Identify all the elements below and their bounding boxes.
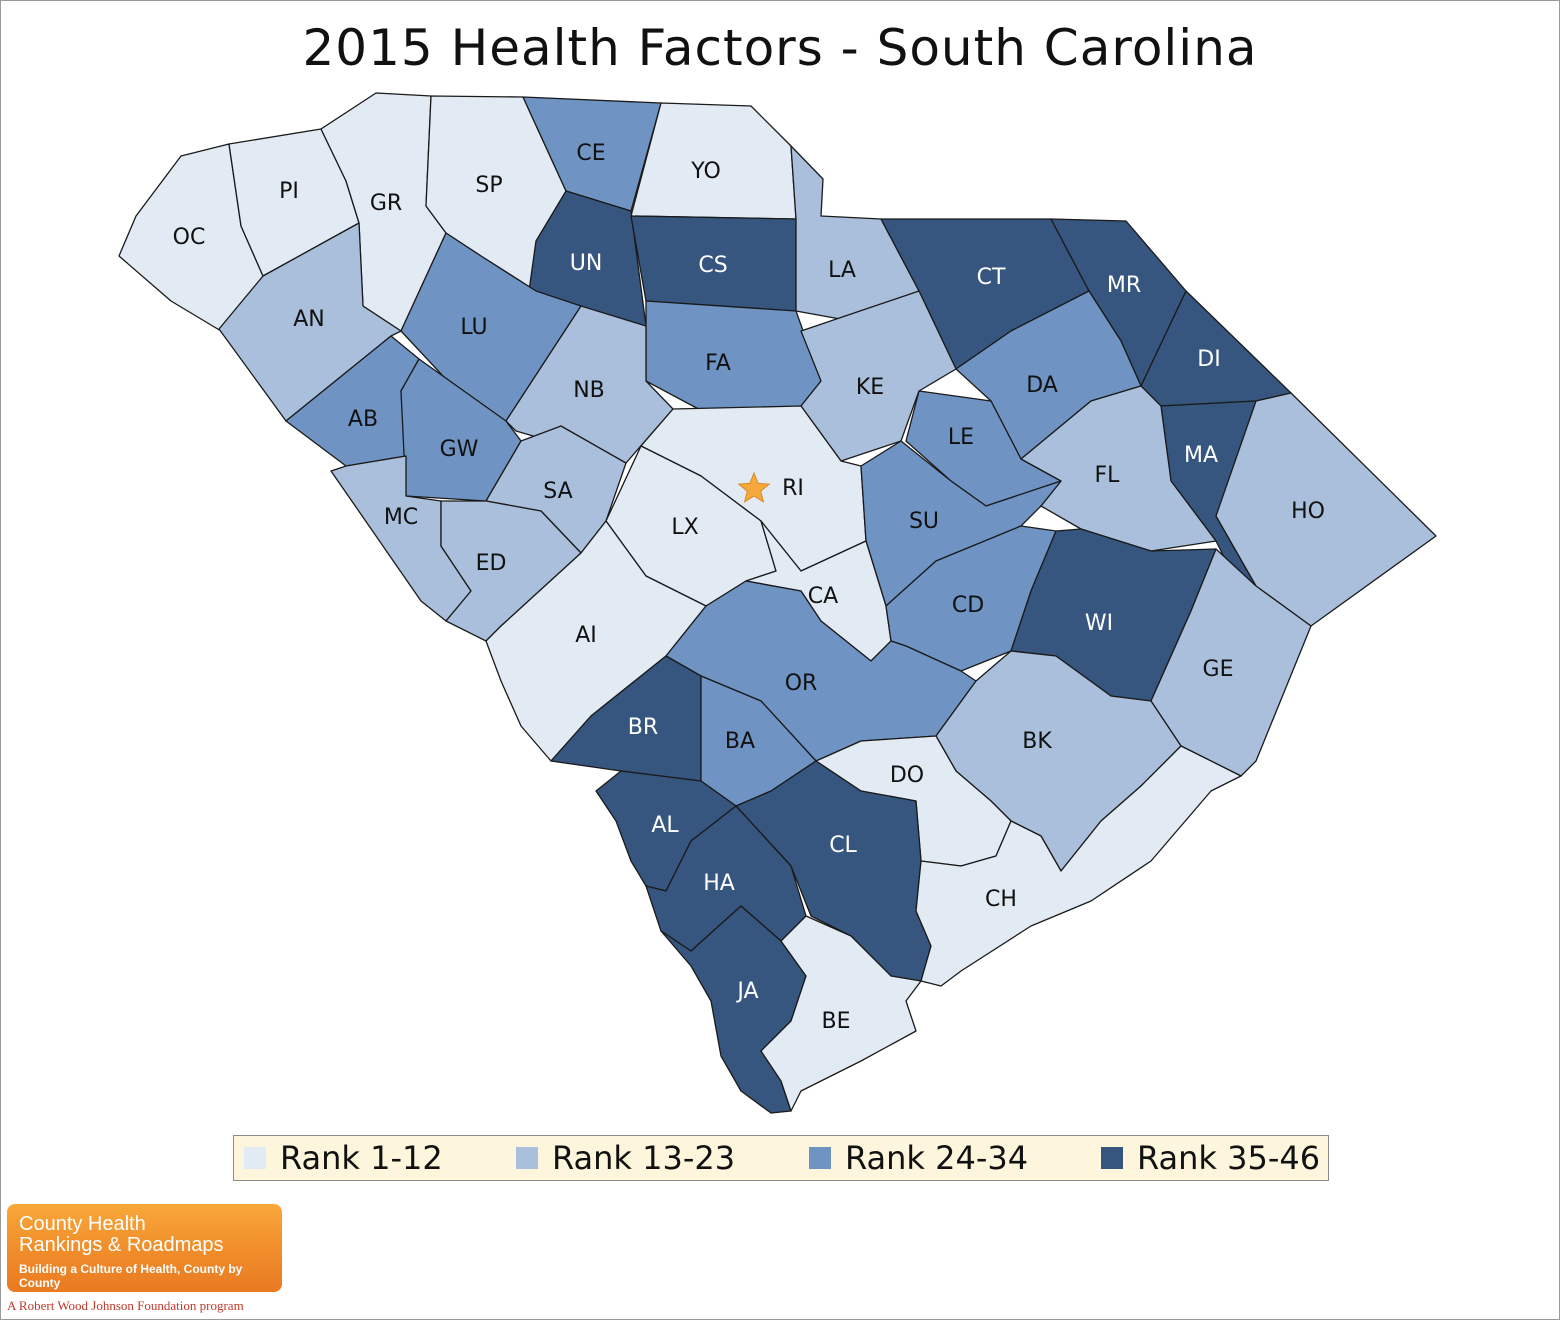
star-icon [737, 471, 771, 503]
county-label-ha: HA [703, 871, 735, 896]
county-label-cs: CS [698, 253, 727, 278]
county-label-al: AL [651, 813, 679, 838]
county-label-fl: FL [1095, 463, 1121, 488]
county-ch[interactable] [915, 745, 1242, 987]
county-label-ri: RI [782, 476, 804, 501]
county-label-ce: CE [576, 141, 605, 166]
county-label-gr: GR [370, 191, 402, 216]
county-label-ch: CH [985, 887, 1017, 912]
county-label-ed: ED [476, 551, 507, 576]
logo-tagline: Building a Culture of Health, County by … [19, 1262, 243, 1290]
legend-label: Rank 35-46 [1137, 1139, 1321, 1177]
legend-swatch [516, 1147, 538, 1169]
county-label-sa: SA [543, 479, 572, 504]
county-label-be: BE [822, 1009, 851, 1034]
county-label-or: OR [785, 671, 818, 696]
county-label-an: AN [293, 307, 325, 332]
county-label-do: DO [890, 763, 924, 788]
legend: Rank 1-12 Rank 13-23 Rank 24-34 Rank 35-… [233, 1135, 1329, 1181]
legend-label: Rank 13-23 [552, 1139, 736, 1177]
county-label-fa: FA [705, 351, 731, 376]
county-label-mr: MR [1107, 273, 1141, 298]
county-label-da: DA [1026, 373, 1058, 398]
county-label-ca: CA [808, 584, 838, 609]
legend-label: Rank 1-12 [280, 1139, 443, 1177]
county-label-mc: MC [384, 505, 418, 530]
county-label-yo: YO [690, 159, 721, 184]
county-label-cl: CL [829, 833, 857, 858]
county-label-gw: GW [440, 437, 479, 462]
county-label-wi: WI [1085, 611, 1113, 636]
legend-swatch [809, 1147, 831, 1169]
attribution-text: A Robert Wood Johnson Foundation program [7, 1298, 244, 1313]
county-label-cd: CD [952, 593, 984, 618]
county-be[interactable] [760, 915, 922, 1112]
legend-item-rank-24-34: Rank 24-34 [809, 1136, 1028, 1180]
county-label-ai: AI [575, 623, 597, 648]
legend-item-rank-1-12: Rank 1-12 [244, 1136, 443, 1180]
county-label-ct: CT [977, 265, 1006, 290]
legend-item-rank-35-46: Rank 35-46 [1101, 1136, 1320, 1180]
county-label-ab: AB [348, 407, 378, 432]
county-label-nb: NB [573, 378, 605, 403]
legend-swatch [1101, 1147, 1123, 1169]
county-label-oc: OC [173, 225, 206, 250]
county-label-ge: GE [1203, 657, 1234, 682]
county-label-lx: LX [671, 515, 698, 540]
legend-label: Rank 24-34 [845, 1139, 1029, 1177]
county-label-la: LA [828, 258, 856, 283]
map-title: 2015 Health Factors - South Carolina [302, 19, 1258, 77]
county-label-di: DI [1197, 347, 1220, 372]
county-label-su: SU [909, 509, 939, 534]
county-label-ma: MA [1184, 443, 1218, 468]
county-fa[interactable] [645, 300, 822, 422]
logo-line-1: County Health [19, 1213, 146, 1235]
county-label-le: LE [948, 425, 974, 450]
legend-swatch [244, 1147, 266, 1169]
county-label-un: UN [570, 251, 603, 276]
logo-line-2: Rankings & Roadmaps [19, 1234, 224, 1256]
county-label-pi: PI [279, 179, 299, 204]
county-label-ja: JA [735, 979, 758, 1004]
county-label-ho: HO [1291, 499, 1325, 524]
county-label-ba: BA [725, 729, 755, 754]
county-label-ke: KE [856, 375, 884, 400]
county-label-sp: SP [475, 173, 502, 198]
county-label-lu: LU [460, 315, 487, 340]
legend-item-rank-13-23: Rank 13-23 [516, 1136, 735, 1180]
county-label-bk: BK [1022, 729, 1052, 754]
county-health-rankings-logo[interactable]: County Health Rankings & Roadmaps Buildi… [7, 1204, 282, 1292]
county-label-br: BR [628, 715, 658, 740]
